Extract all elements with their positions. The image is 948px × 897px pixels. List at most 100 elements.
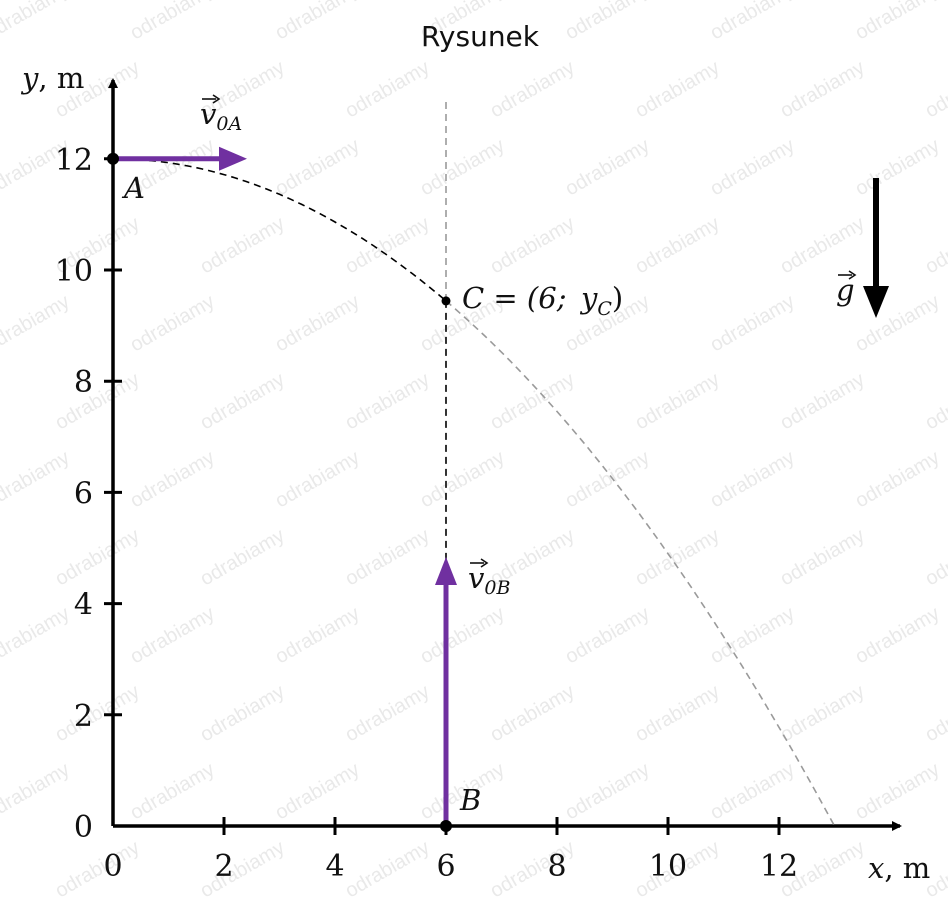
watermark: odrabiamy: [197, 369, 289, 435]
v0a-label: v0A: [200, 94, 242, 135]
watermark: odrabiamy: [52, 369, 144, 435]
watermark: odrabiamy: [632, 525, 724, 591]
watermark: odrabiamy: [0, 291, 73, 357]
watermark: odrabiamy: [852, 759, 944, 825]
watermark: odrabiamy: [342, 837, 434, 897]
watermark: odrabiamy: [197, 213, 289, 279]
watermark: odrabiamy: [632, 213, 724, 279]
trajectory-a-to-c: [113, 158, 447, 302]
watermark: odrabiamy: [707, 759, 799, 825]
watermark: odrabiamy: [562, 135, 654, 201]
watermark: odrabiamy: [922, 213, 948, 279]
g-label: g: [836, 270, 857, 307]
x-tick-label: 8: [547, 849, 566, 884]
v0a-base: v: [200, 97, 217, 131]
watermark: odrabiamy: [342, 57, 434, 123]
watermark: odrabiamy: [562, 447, 654, 513]
watermark: odrabiamy: [0, 447, 73, 513]
watermark: odrabiamy: [342, 681, 434, 747]
watermark: odrabiamy: [487, 57, 579, 123]
y-axis-unit: , m: [38, 61, 84, 95]
watermark: odrabiamy: [562, 603, 654, 669]
watermark: odrabiamy: [417, 447, 509, 513]
watermark: odrabiamy: [0, 759, 73, 825]
trajectory-c-to-ground: [445, 300, 836, 827]
watermark: odrabiamy: [632, 369, 724, 435]
point-c-label-text: C = (6; y: [462, 281, 598, 315]
y-tick-label: 4: [74, 588, 93, 623]
watermark: odrabiamy: [342, 213, 434, 279]
point-a-label: A: [121, 171, 145, 205]
watermark: odrabiamy: [922, 681, 948, 747]
y-tick-label: 2: [74, 699, 93, 734]
x-ticks: 0 2 4 6 8 10 12: [103, 817, 798, 884]
watermark: odrabiamy: [632, 681, 724, 747]
watermark: odrabiamy: [487, 369, 579, 435]
watermark: odrabiamy: [707, 603, 799, 669]
watermark: odrabiamy: [852, 291, 944, 357]
watermark: odrabiamy: [777, 57, 869, 123]
point-c-label: C = (6; yC): [462, 281, 623, 320]
watermark: odrabiamy: [852, 0, 944, 44]
x-tick-label: 6: [436, 849, 455, 884]
velocity-v0b-arrowhead: [435, 557, 457, 585]
y-axis-var: y: [20, 61, 39, 95]
point-b-label: B: [459, 783, 481, 817]
watermark: odrabiamy: [632, 57, 724, 123]
v0b-label: v0B: [468, 558, 510, 599]
watermark: odrabiamy: [487, 213, 579, 279]
point-a: [107, 152, 119, 165]
point-c-label-end: ): [612, 281, 623, 315]
watermark: odrabiamy: [0, 603, 73, 669]
x-tick-label: 2: [214, 849, 233, 884]
watermark: odrabiamy: [52, 525, 144, 591]
y-ticks: 0 2 4 6 8 10 12: [55, 143, 122, 845]
y-tick-label: 8: [74, 365, 93, 400]
v0b-label-base: v0B: [468, 561, 510, 599]
watermark: odrabiamy: [272, 291, 364, 357]
watermark: odrabiamy: [707, 0, 799, 44]
y-tick-label: 0: [74, 810, 93, 845]
watermark: odrabiamy: [197, 681, 289, 747]
watermark: odrabiamy: [272, 759, 364, 825]
watermark: odrabiamy: [127, 291, 219, 357]
watermark: odrabiamy: [127, 603, 219, 669]
watermark: odrabiamy: [487, 681, 579, 747]
watermark: odrabiamy: [777, 369, 869, 435]
x-tick-label: 4: [325, 849, 344, 884]
watermark: odrabiamy: [852, 447, 944, 513]
watermark: odrabiamy: [852, 135, 944, 201]
y-tick-label: 12: [55, 143, 93, 178]
point-c-label-sub: C: [597, 298, 612, 320]
watermark: odrabiamy: [922, 525, 948, 591]
y-tick-label: 10: [55, 254, 93, 289]
x-axis-unit: , m: [884, 851, 930, 885]
v0a-vector-tip: [212, 94, 221, 104]
velocity-v0a-arrowhead: [219, 146, 247, 171]
watermark: odrabiamy: [417, 135, 509, 201]
watermark: odrabiamy: [707, 447, 799, 513]
g-vector-tip: [848, 270, 857, 280]
point-b: [440, 820, 452, 832]
watermark: odrabiamy: [342, 525, 434, 591]
watermark: odrabiamy: [562, 759, 654, 825]
watermark: odrabiamy: [127, 0, 219, 44]
watermark: odrabiamy: [852, 603, 944, 669]
watermark: odrabiamy: [272, 135, 364, 201]
x-tick-label: 10: [649, 849, 687, 884]
watermark: odrabiamy: [272, 603, 364, 669]
v0a-sub: 0A: [216, 113, 242, 135]
x-axis-var: x: [868, 851, 884, 885]
watermark: odrabiamy: [562, 0, 654, 44]
watermark: odrabiamy: [127, 759, 219, 825]
watermark: odrabiamy: [52, 681, 144, 747]
gravity-arrowhead: [863, 286, 889, 318]
x-tick-label: 12: [760, 849, 798, 884]
point-c: [441, 296, 451, 306]
x-tick-label: 0: [103, 849, 122, 884]
watermark: odrabiamy: [922, 57, 948, 123]
watermark: odrabiamy: [272, 447, 364, 513]
watermark: odrabiamy: [272, 0, 364, 44]
